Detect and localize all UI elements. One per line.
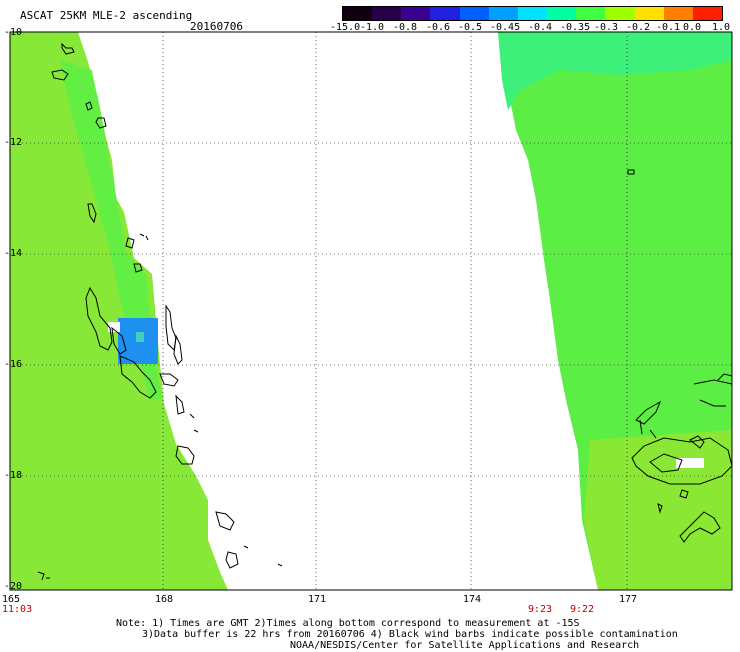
colorbar-swatch	[372, 7, 402, 20]
swath-east-lime	[584, 430, 732, 590]
colorbar-swatch	[605, 7, 635, 20]
colorbar-label: -0.2	[626, 22, 651, 33]
lon-label: 165	[2, 594, 21, 605]
map-title: ASCAT 25KM MLE-2 ascending	[20, 9, 193, 22]
swath-west-green-band	[60, 60, 162, 400]
coastlines	[37, 42, 733, 581]
map-date: 20160706	[190, 20, 243, 33]
colorbar-label: -1.0	[360, 22, 385, 33]
lat-label: -18	[4, 470, 23, 481]
colorbar	[342, 6, 723, 21]
colorbar-label: -0.6	[426, 22, 451, 33]
colorbar-swatch	[401, 7, 431, 20]
colorbar-label: -15.0	[330, 22, 361, 33]
swath-time-east-a: 9:23	[528, 604, 553, 615]
lat-label: -10	[4, 27, 23, 38]
colorbar-swatch	[459, 7, 489, 20]
lat-label: -12	[4, 137, 23, 148]
lon-label: 174	[463, 594, 482, 605]
lat-label: -14	[4, 248, 23, 259]
lon-label: 177	[619, 594, 638, 605]
colorbar-swatch	[343, 7, 373, 20]
swath-west	[10, 32, 228, 590]
colorbar-swatch	[488, 7, 518, 20]
colorbar-label: -0.1	[656, 22, 681, 33]
colorbar-swatch	[430, 7, 460, 20]
lat-label: -20	[4, 581, 23, 592]
lon-label: 168	[155, 594, 174, 605]
lat-label: -16	[4, 359, 23, 370]
note-line-3: NOAA/NESDIS/Center for Satellite Applica…	[290, 640, 640, 651]
colorbar-swatch	[634, 7, 664, 20]
colorbar-swatch	[692, 7, 723, 20]
colorbar-label: -0.5	[458, 22, 483, 33]
swath-time-east-b: 9:22	[570, 604, 595, 615]
swath-east-teal	[498, 32, 732, 110]
colorbar-label: -0.35	[560, 22, 591, 33]
colorbar-swatch	[576, 7, 606, 20]
colorbar-label: -0.8	[393, 22, 418, 33]
note-line-1: Note: 1) Times are GMT 2)Times along bot…	[116, 618, 580, 629]
colorbar-label: -0.3	[594, 22, 619, 33]
colorbar-swatch	[547, 7, 577, 20]
note-line-2: 3)Data buffer is 22 hrs from 20160706 4)…	[142, 629, 678, 640]
grid-lines	[10, 32, 732, 590]
lon-label: 171	[308, 594, 327, 605]
colorbar-swatch	[517, 7, 548, 20]
colorbar-label: -0.4	[528, 22, 553, 33]
swath-time-left: 11:03	[2, 604, 33, 615]
colorbar-label: -0.45	[490, 22, 521, 33]
colorbar-label: 0.0	[683, 22, 702, 33]
colorbar-label: 1.0	[712, 22, 731, 33]
colorbar-swatch	[663, 7, 693, 20]
